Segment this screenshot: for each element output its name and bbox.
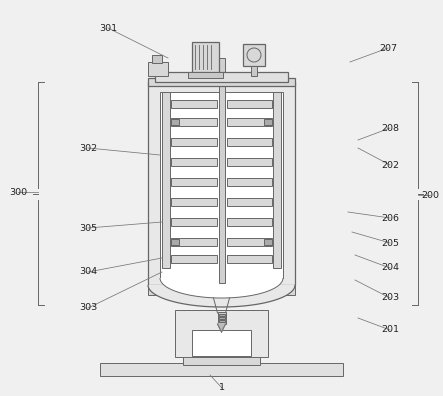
Bar: [155, 72, 288, 82]
Bar: [183, 355, 260, 365]
Text: 206: 206: [381, 213, 399, 223]
Text: 302: 302: [79, 143, 97, 152]
Text: 200: 200: [421, 190, 439, 200]
Bar: [192, 42, 219, 72]
Text: 301: 301: [99, 23, 117, 32]
Polygon shape: [218, 324, 225, 332]
Bar: [218, 317, 225, 319]
Bar: [162, 92, 170, 268]
Bar: [171, 218, 217, 226]
Bar: [171, 198, 217, 206]
Bar: [148, 62, 168, 76]
Bar: [264, 239, 272, 245]
Text: 208: 208: [381, 124, 399, 133]
Text: 203: 203: [381, 293, 399, 303]
Bar: [175, 310, 268, 357]
Bar: [218, 314, 225, 316]
Bar: [171, 239, 179, 245]
Bar: [152, 55, 162, 63]
Bar: [264, 119, 272, 125]
Text: 204: 204: [381, 263, 399, 272]
Bar: [188, 72, 223, 78]
Bar: [218, 58, 225, 283]
Bar: [171, 118, 217, 126]
Bar: [171, 138, 217, 146]
Text: 207: 207: [379, 44, 397, 53]
Bar: [226, 255, 272, 263]
Bar: [226, 198, 272, 206]
Text: 303: 303: [79, 303, 97, 312]
Bar: [148, 78, 295, 86]
Bar: [226, 238, 272, 246]
Bar: [148, 82, 295, 285]
Bar: [171, 255, 217, 263]
Bar: [100, 363, 343, 376]
Text: 300: 300: [9, 187, 27, 196]
Text: 305: 305: [79, 223, 97, 232]
Bar: [148, 285, 295, 295]
Bar: [226, 100, 272, 108]
Bar: [226, 158, 272, 166]
Bar: [251, 66, 257, 76]
Bar: [273, 92, 281, 268]
Bar: [171, 119, 179, 125]
Text: 205: 205: [381, 238, 399, 248]
Bar: [226, 138, 272, 146]
Bar: [171, 100, 217, 108]
Bar: [226, 218, 272, 226]
Bar: [226, 178, 272, 186]
Bar: [218, 312, 225, 324]
Text: 304: 304: [79, 268, 97, 276]
Text: 1: 1: [219, 383, 225, 392]
Bar: [243, 44, 265, 66]
Bar: [226, 118, 272, 126]
Bar: [171, 238, 217, 246]
PathPatch shape: [148, 285, 295, 307]
Text: 201: 201: [381, 326, 399, 335]
Bar: [192, 330, 251, 356]
Text: 202: 202: [381, 160, 399, 169]
PathPatch shape: [160, 278, 283, 298]
Bar: [160, 92, 283, 278]
Bar: [171, 178, 217, 186]
Bar: [171, 158, 217, 166]
Bar: [218, 320, 225, 322]
